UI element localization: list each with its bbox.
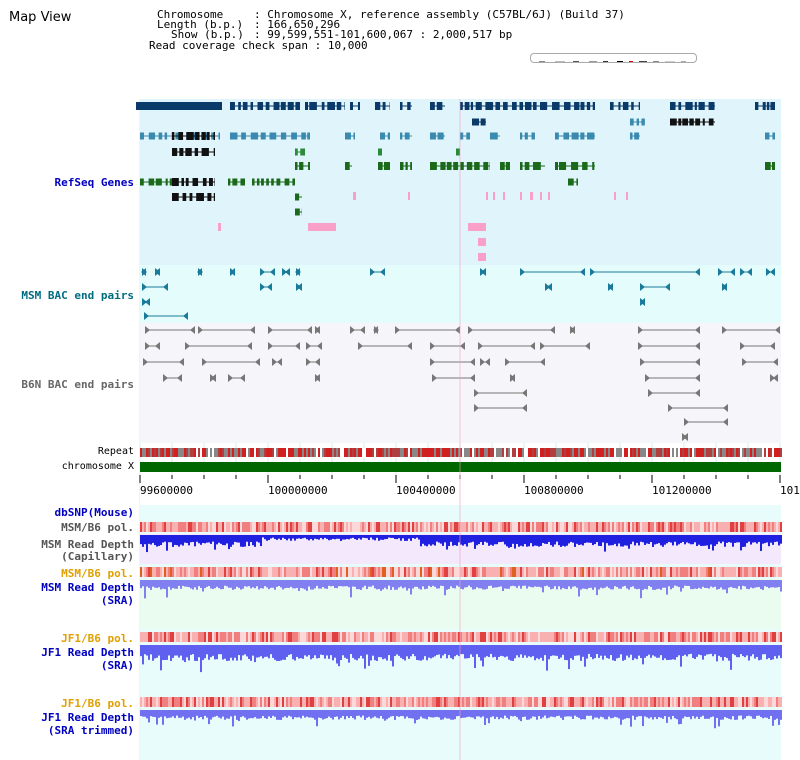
track-label-jf1-b6-pol-2[interactable]: JF1/B6 pol. bbox=[61, 697, 134, 710]
chromosome-ideogram[interactable] bbox=[530, 53, 697, 63]
axis-tick-label: 101 bbox=[780, 484, 800, 497]
track-label-jf1-depth-trim-1[interactable]: JF1 Read Depth bbox=[41, 711, 134, 724]
coverage-label: Read coverage check span bbox=[149, 39, 308, 52]
track-label-msm-b6-pol-2[interactable]: MSM/B6 pol. bbox=[61, 567, 134, 580]
axis-tick-label: 100000000 bbox=[268, 484, 328, 497]
track-label-msm-depth-sra-2: (SRA) bbox=[100, 594, 134, 607]
axis-tick-label: 100400000 bbox=[396, 484, 456, 497]
axis-tick-label: 101200000 bbox=[652, 484, 712, 497]
track-label-repeat[interactable]: Repeat bbox=[97, 446, 134, 457]
track-label-msm-b6-pol[interactable]: MSM/B6 pol. bbox=[61, 521, 134, 534]
chromosome-label: Chromosome bbox=[157, 8, 224, 21]
axis-tick-label: 100800000 bbox=[524, 484, 584, 497]
region-info: Chromosome : Chromosome X, reference ass… bbox=[149, 8, 625, 52]
track-label-b6n-bac[interactable]: B6N BAC end pairs bbox=[21, 378, 134, 391]
page-title: Map View bbox=[9, 10, 72, 25]
show-label: Show (b.p.) bbox=[171, 28, 244, 41]
track-label-jf1-depth-sra-2: (SRA) bbox=[100, 659, 134, 672]
length-value: 166,650,296 bbox=[267, 18, 341, 31]
track-label-msm-depth-cap-1[interactable]: MSM Read Depth bbox=[41, 538, 134, 551]
track-label-jf1-depth-trim-2: (SRA trimmed) bbox=[47, 724, 134, 737]
track-label-dbsnp[interactable]: dbSNP(Mouse) bbox=[54, 506, 134, 519]
track-label-refseq[interactable]: RefSeq Genes bbox=[54, 176, 134, 189]
track-label-jf1-b6-pol[interactable]: JF1/B6 pol. bbox=[61, 632, 134, 645]
track-label-msm-depth-sra-1[interactable]: MSM Read Depth bbox=[41, 581, 134, 594]
coverage-value: 10,000 bbox=[327, 39, 368, 52]
ideogram-bands bbox=[539, 61, 686, 62]
track-label-chromosome: chromosome X bbox=[61, 461, 134, 472]
track-label-jf1-depth-sra-1[interactable]: JF1 Read Depth bbox=[41, 646, 134, 659]
length-label: Length (b.p.) bbox=[157, 18, 244, 31]
track-label-msm-bac[interactable]: MSM BAC end pairs bbox=[21, 289, 134, 302]
track-label-msm-depth-cap-2: (Capillary) bbox=[61, 550, 134, 563]
chromosome-value: Chromosome X, reference assembly (C57BL/… bbox=[267, 8, 625, 21]
show-value: 99,599,551-101,600,067 : 2,000,517 bp bbox=[267, 28, 513, 41]
axis-tick-label: 99600000 bbox=[140, 484, 193, 497]
